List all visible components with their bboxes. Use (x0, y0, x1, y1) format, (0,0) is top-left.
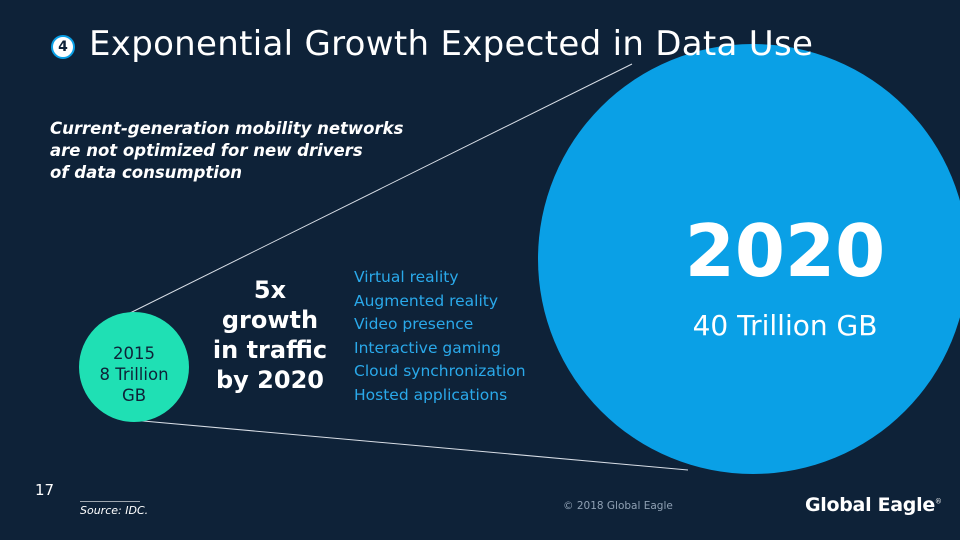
year-2015: 2015 (113, 344, 155, 363)
section-number-badge: 4 (51, 35, 75, 59)
source-divider (80, 501, 140, 502)
slide-title: Exponential Growth Expected in Data Use (89, 24, 814, 64)
subtitle-line: are not optimized for new drivers (50, 141, 363, 160)
driver-item: Video presence (354, 315, 474, 333)
growth-line: in traffic (212, 336, 328, 364)
copyright: © 2018 Global Eagle (563, 500, 673, 512)
circle-2015 (79, 312, 189, 422)
driver-item: Hosted applications (354, 385, 508, 404)
source-note: Source: IDC. (80, 504, 149, 517)
amount-2015-line2: GB (121, 386, 147, 405)
year-2020: 2020 (684, 209, 886, 293)
page-number: 17 (35, 481, 55, 499)
connector-line-bottom (131, 419, 689, 471)
subtitle: Current-generation mobility networks are… (50, 118, 450, 184)
growth-line: growth (221, 306, 319, 334)
logo-text: Global Eagle (805, 494, 935, 516)
growth-line: 5x (253, 276, 287, 304)
growth-line: by 2020 (216, 366, 324, 394)
subtitle-line: Current-generation mobility networks (50, 119, 404, 138)
company-logo: Global Eagle® (805, 494, 942, 516)
circle-2020 (538, 44, 960, 474)
driver-item: Cloud synchronization (354, 362, 526, 380)
amount-2015-line1: 8 Trillion (99, 365, 169, 384)
driver-item: Augmented reality (354, 291, 499, 310)
circle-2015-label: 2015 8 Trillion GB (79, 343, 189, 406)
data-drivers-list: Virtual reality Augmented reality Video … (354, 266, 526, 407)
subtitle-line: of data consumption (50, 163, 243, 182)
driver-item: Virtual reality (354, 268, 459, 286)
connector-line-top (127, 63, 633, 315)
growth-callout: 5x growth in traffic by 2020 (200, 275, 340, 395)
driver-item: Interactive gaming (354, 338, 501, 357)
amount-2020: 40 Trillion GB (692, 309, 878, 342)
logo-registered-mark: ® (934, 497, 942, 506)
